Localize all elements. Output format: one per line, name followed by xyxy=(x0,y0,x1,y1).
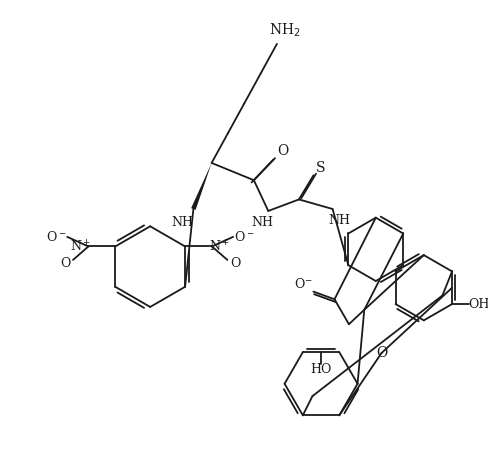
Text: O: O xyxy=(277,144,288,158)
Text: NH: NH xyxy=(328,214,350,227)
Text: O$^-$: O$^-$ xyxy=(45,230,66,244)
Text: NH: NH xyxy=(251,216,273,229)
Text: N$^+$: N$^+$ xyxy=(209,239,230,254)
Text: O$^{-}$: O$^{-}$ xyxy=(294,277,313,291)
Text: NH$_2$: NH$_2$ xyxy=(269,22,301,39)
Text: O: O xyxy=(230,257,240,270)
Text: S: S xyxy=(316,161,326,175)
Text: O: O xyxy=(376,346,387,360)
Text: O: O xyxy=(60,257,71,270)
Text: O$^-$: O$^-$ xyxy=(234,230,255,244)
Text: NH: NH xyxy=(171,216,193,229)
Text: OH: OH xyxy=(468,297,488,311)
Text: HO: HO xyxy=(310,363,332,376)
Polygon shape xyxy=(191,163,212,210)
Text: N$^+$: N$^+$ xyxy=(70,239,91,254)
